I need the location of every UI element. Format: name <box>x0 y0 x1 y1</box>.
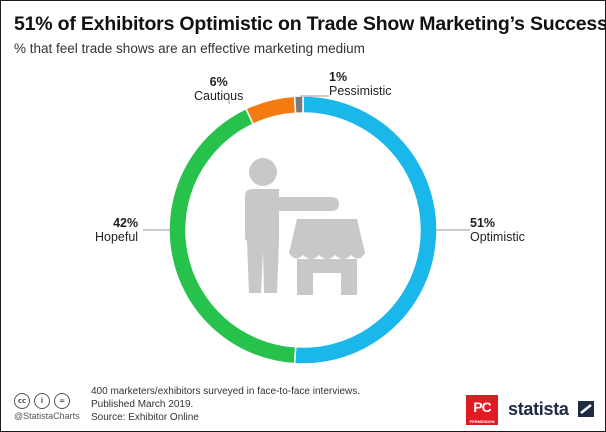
label-hopeful: 42% Hopeful <box>95 216 138 244</box>
source-note[interactable]: Source: Exhibitor Online <box>91 412 199 423</box>
slice-cautious[interactable] <box>244 95 297 126</box>
statista-logo[interactable]: statista <box>508 399 569 419</box>
person-head-icon <box>249 158 277 186</box>
slice-pessimistic[interactable] <box>293 95 304 115</box>
label-cautious-value: 6% <box>209 75 228 89</box>
footer-notes: 400 marketers/exhibitors surveyed in fac… <box>91 385 360 424</box>
donut-chart <box>143 95 470 365</box>
label-optimistic-name: Optimistic <box>470 230 525 244</box>
label-pessimistic: 1% Pessimistic <box>329 70 392 98</box>
booth-awning-icon <box>289 219 365 259</box>
label-cautious-name: Cautious <box>194 89 244 103</box>
chart-subtitle: % that feel trade shows are an effective… <box>14 41 365 56</box>
pc-logo-text: PC <box>473 399 491 415</box>
license-icons: cc i = <box>14 393 70 409</box>
label-hopeful-value: 42% <box>113 216 139 230</box>
statista-handle[interactable]: @StatistaCharts <box>14 411 80 421</box>
cc-icon[interactable]: cc <box>14 393 30 409</box>
exhibitor-booth-illustration <box>245 158 365 295</box>
label-pessimistic-name: Pessimistic <box>329 84 392 98</box>
label-optimistic-value: 51% <box>470 216 496 230</box>
statista-mark-icon <box>578 401 594 417</box>
person-body-icon <box>245 189 339 293</box>
pc-logo-sub: PERMISSION <box>469 419 495 424</box>
survey-note: 400 marketers/exhibitors surveyed in fac… <box>91 386 361 397</box>
footer: cc i = @StatistaCharts 400 marketers/exh… <box>1 371 605 431</box>
booth-stand-icon <box>297 259 357 295</box>
label-hopeful-name: Hopeful <box>95 230 139 244</box>
label-cautious: 6% Cautious <box>194 75 243 103</box>
label-optimistic: 51% Optimistic <box>470 216 525 244</box>
label-pessimistic-value: 1% <box>329 70 348 84</box>
chart-title: 51% of Exhibitors Optimistic on Trade Sh… <box>14 13 606 35</box>
no-derivatives-icon[interactable]: = <box>54 393 70 409</box>
published-note: Published March 2019. <box>91 399 194 410</box>
pc-logo[interactable]: PC PERMISSION <box>466 395 498 425</box>
leader-lines <box>143 95 470 231</box>
attribution-icon[interactable]: i <box>34 393 50 409</box>
donut-slices <box>168 95 438 365</box>
